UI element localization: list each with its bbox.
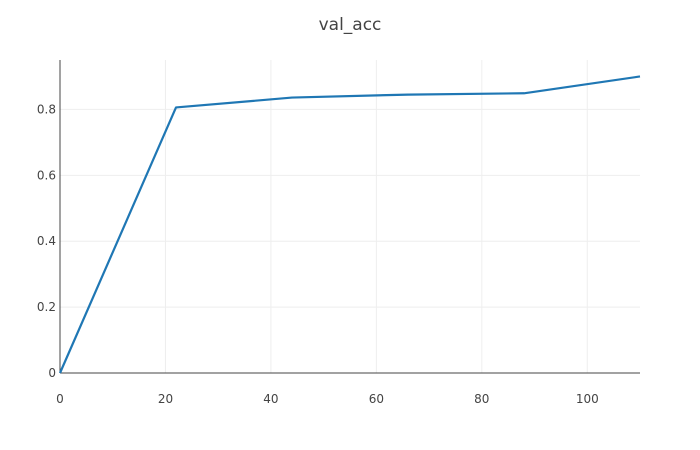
series-line (58, 75, 641, 374)
y-tick-label: 0.2 (37, 300, 56, 314)
y-tick-label: 0.6 (37, 168, 56, 182)
x-tick-label: 100 (576, 392, 599, 406)
y-tick-label: 0.4 (37, 234, 56, 248)
series-layer (58, 75, 641, 374)
y-tick-label: 0 (48, 366, 56, 380)
y-tick-label: 0.8 (37, 102, 56, 116)
x-tick-label: 0 (56, 392, 64, 406)
x-tick-label: 40 (263, 392, 278, 406)
x-tick-label: 80 (474, 392, 489, 406)
grid-lines (60, 60, 640, 373)
x-tick-label: 60 (369, 392, 384, 406)
chart-title: val_acc (319, 15, 382, 35)
x-tick-label: 20 (158, 392, 173, 406)
tick-labels: 0 20 40 60 80 100 0 0.2 0.4 0.6 0.8 (37, 102, 599, 406)
axes (59, 60, 640, 374)
